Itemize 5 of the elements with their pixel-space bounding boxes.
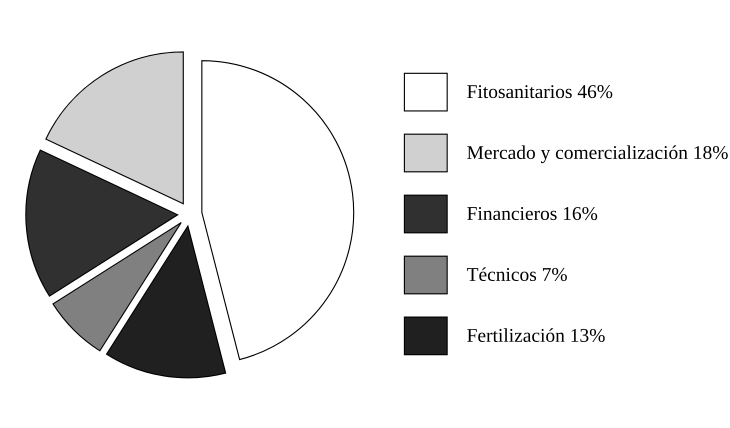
legend-label: Técnicos 7%	[466, 267, 567, 282]
legend-label: Fitosanitarios 46%	[467, 85, 612, 98]
legend-label: Fertilización 13%	[467, 328, 605, 342]
legend-label: Mercado y comercialización 18%	[467, 145, 728, 164]
legend-label: Financieros 16%	[467, 206, 598, 220]
